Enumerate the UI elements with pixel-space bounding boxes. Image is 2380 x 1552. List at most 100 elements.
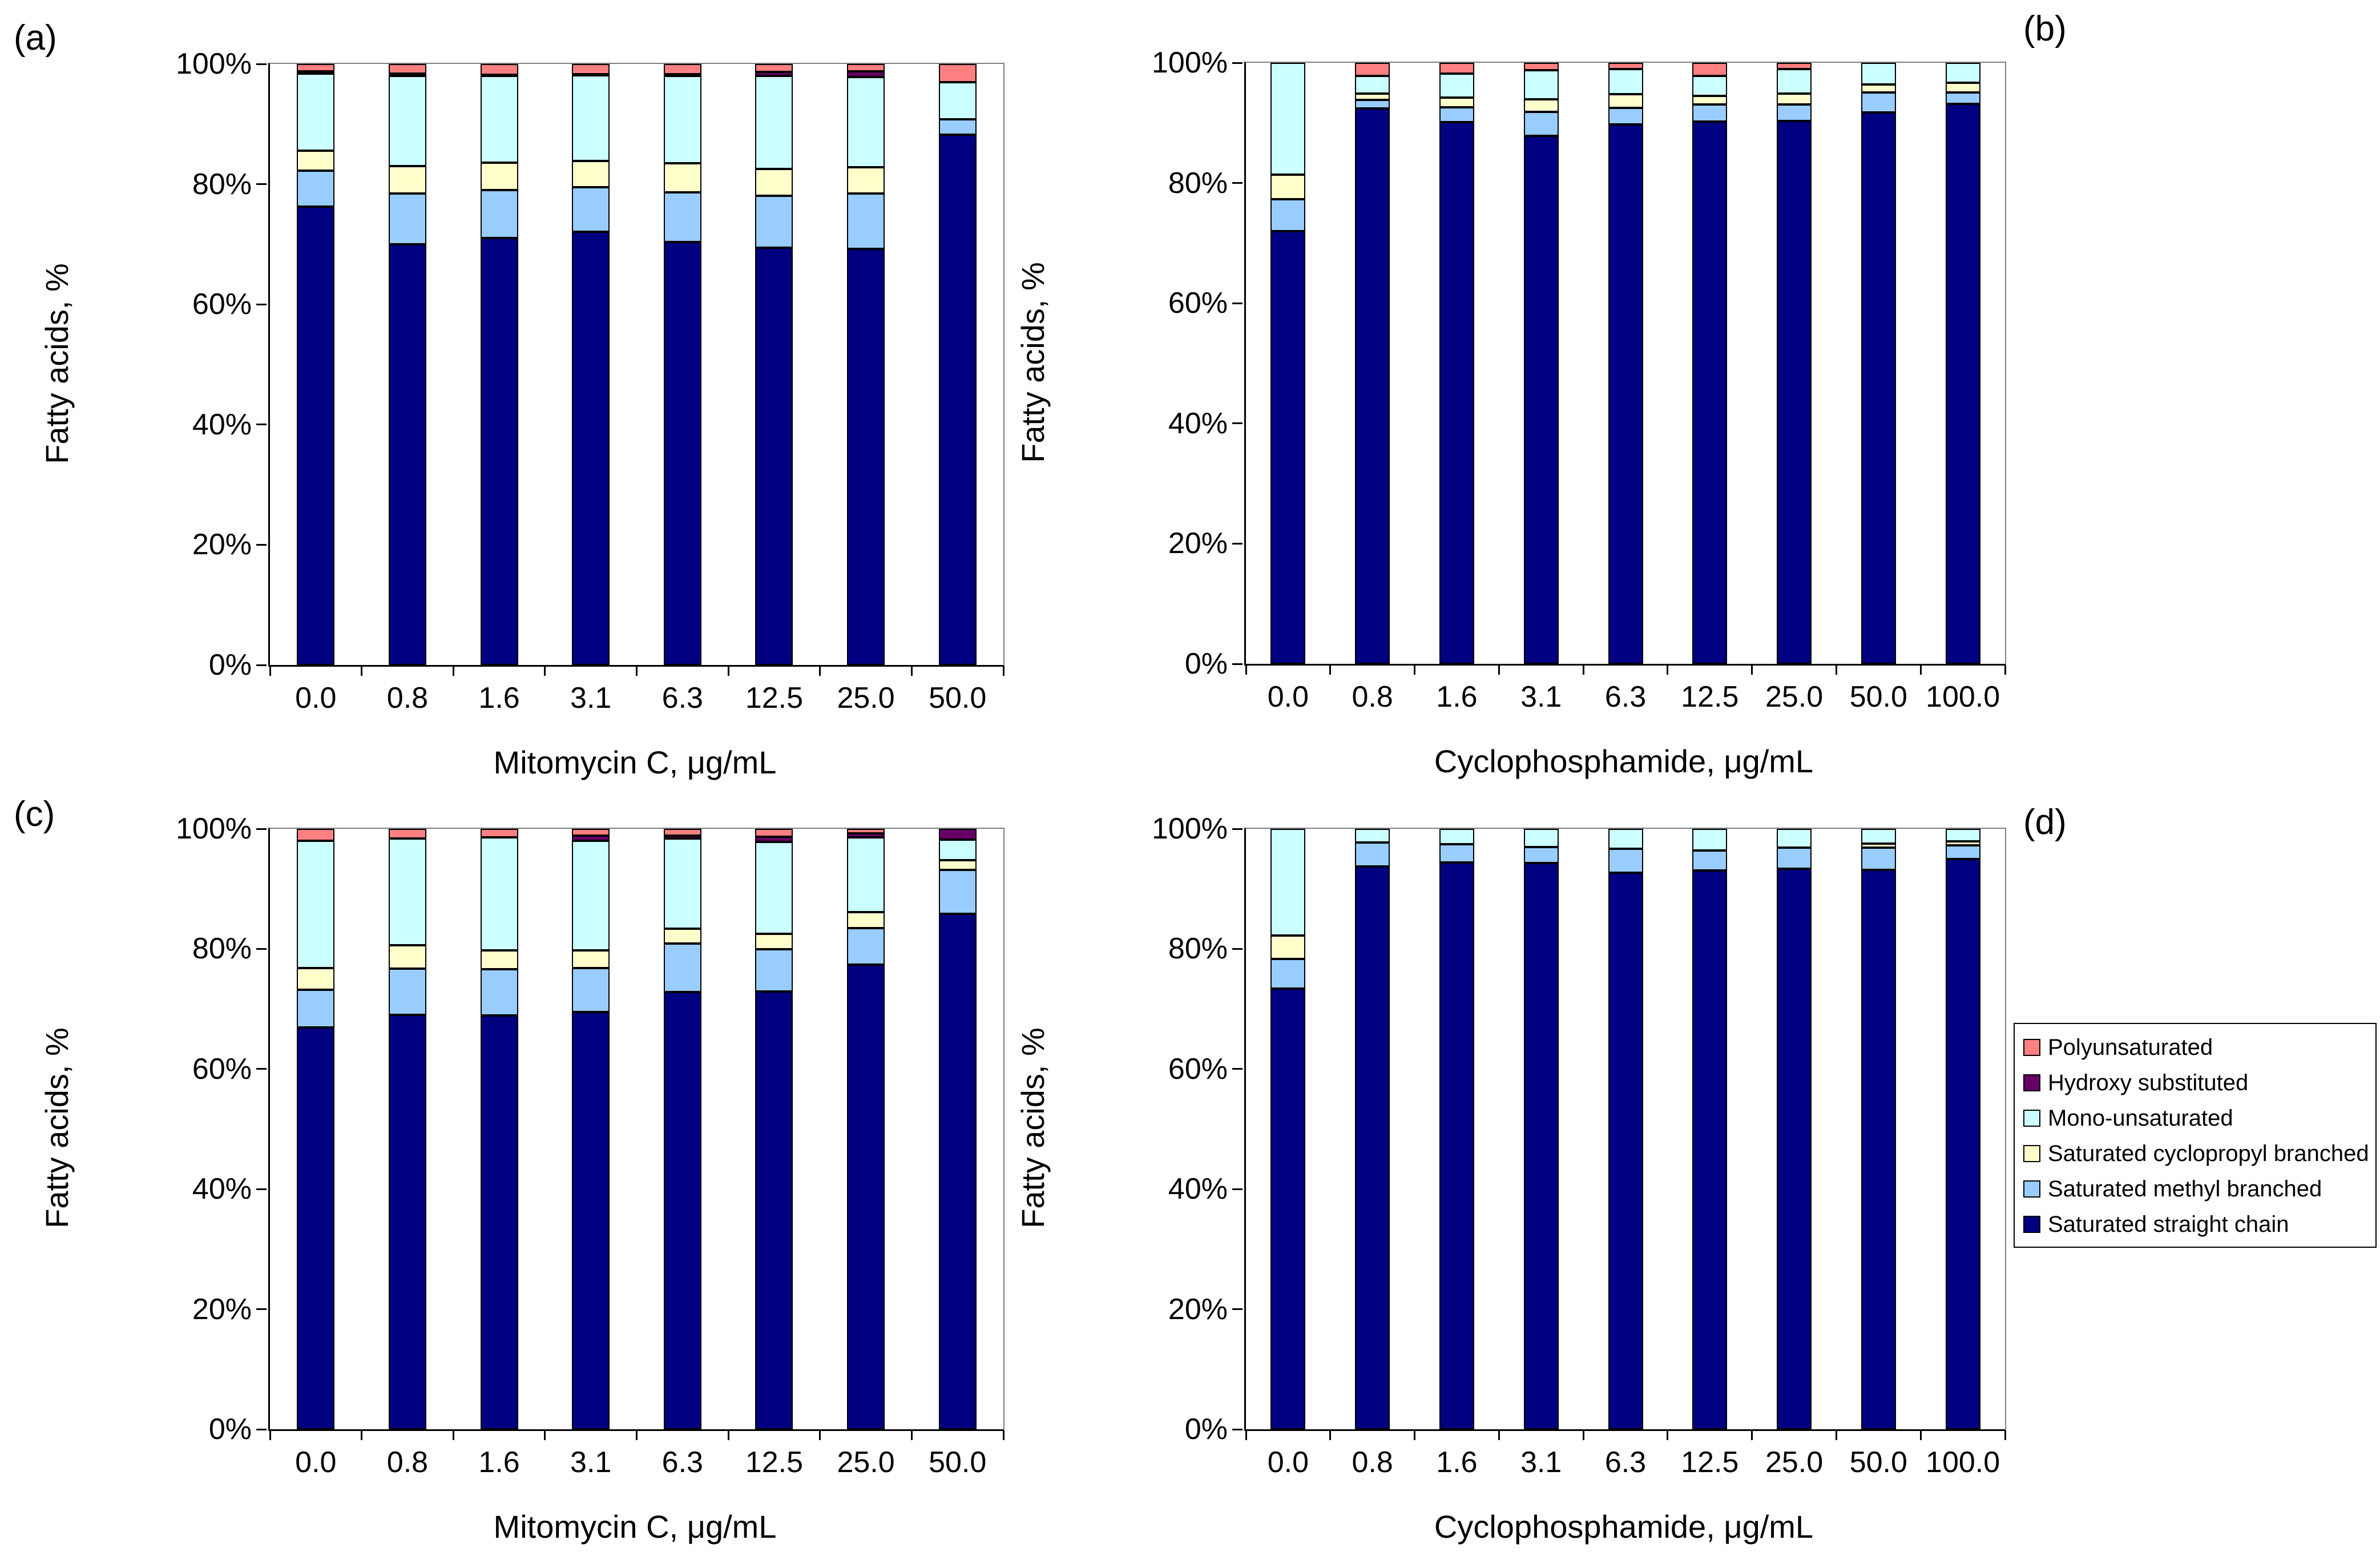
bar-segment-polyunsaturated <box>663 64 701 74</box>
bar-segment-saturated-methyl-branched <box>1692 850 1728 870</box>
bar-segment-saturated-straight-chain <box>1945 103 1980 664</box>
bar-segment-hydroxy-substituted <box>572 835 610 841</box>
bar-segment-saturated-methyl-branched <box>1270 959 1306 989</box>
bar-segment-saturated-cyclopropyl-branched <box>1439 98 1474 107</box>
bar-segment-polyunsaturated <box>572 64 610 74</box>
bar-segment-saturated-cyclopropyl-branched <box>755 934 793 950</box>
x-axis-title: Cyclophosphamide, μg/mL <box>1434 1509 1814 1545</box>
x-axis-tick <box>636 667 638 676</box>
legend-swatch-saturated-methyl-branched <box>2023 1180 2040 1198</box>
bar-segment-saturated-straight-chain <box>755 248 793 665</box>
bar-segment-mono-unsaturated <box>663 76 701 163</box>
x-axis-title: Mitomycin C, μg/mL <box>493 744 777 780</box>
x-axis-tick <box>2004 666 2006 675</box>
bar-segment-saturated-straight-chain <box>847 964 885 1429</box>
bar-segment-saturated-cyclopropyl-branched <box>847 912 885 928</box>
y-tick-label: 40% <box>192 1172 252 1206</box>
y-tick-label: 0% <box>208 1413 252 1446</box>
x-tick-label: 25.0 <box>837 1446 895 1479</box>
bar-segment-saturated-cyclopropyl-branched <box>388 166 426 194</box>
bar-segment-polyunsaturated <box>1692 63 1728 76</box>
bar-segment-saturated-straight-chain <box>572 231 610 665</box>
y-axis-tick <box>1232 1308 1243 1311</box>
x-axis-tick <box>1002 667 1005 676</box>
x-tick-label: 50.0 <box>1849 680 1907 713</box>
x-axis-tick <box>1245 1431 1247 1440</box>
bar-segment-mono-unsaturated <box>1270 829 1306 936</box>
x-axis-tick <box>544 667 546 676</box>
bar-segment-mono-unsaturated <box>1523 829 1559 847</box>
bar-segment-saturated-cyclopropyl-branched <box>1270 174 1306 200</box>
bar-segment-polyunsaturated <box>480 829 518 837</box>
x-axis-tick <box>452 667 454 676</box>
bar-segment-saturated-straight-chain <box>1439 862 1474 1429</box>
x-axis-tick <box>1414 666 1416 675</box>
legend-label: Polyunsaturated <box>2048 1035 2213 1060</box>
bar-segment-mono-unsaturated <box>755 842 793 934</box>
bar-segment-hydroxy-substituted <box>847 833 885 837</box>
bar-segment-polyunsaturated <box>1355 63 1390 76</box>
bar-segment-polyunsaturated <box>388 64 426 74</box>
bar-segment-polyunsaturated <box>480 64 518 75</box>
y-tick-label: 20% <box>192 1292 252 1326</box>
bar-segment-mono-unsaturated <box>1861 63 1896 84</box>
chart-panel-a: 0% 20% 40% 60% 80% 100% 0.0 0.8 1.6 3.1 6.3 12.5 25.… <box>176 49 1005 713</box>
bar-segment-mono-unsaturated <box>388 838 426 946</box>
bar-segment-saturated-straight-chain <box>755 991 793 1429</box>
bar-segment-mono-unsaturated <box>388 76 426 167</box>
x-tick-label: 0.0 <box>1267 680 1309 713</box>
x-tick-label: 6.3 <box>1604 680 1647 713</box>
bar-segment-saturated-methyl-branched <box>572 187 610 232</box>
x-axis-tick <box>1329 1431 1332 1440</box>
y-axis-title: Fatty acids, % <box>39 263 75 464</box>
legend-item: Saturated methyl branched <box>2015 1171 2375 1207</box>
x-axis-tick <box>1751 1431 1753 1440</box>
bar-segment-mono-unsaturated <box>1523 70 1559 100</box>
bar-segment-saturated-methyl-branched <box>297 989 335 1028</box>
bar-segment-polyunsaturated <box>938 64 977 82</box>
bar-segment-saturated-methyl-branched <box>1777 847 1812 869</box>
bar-segment-mono-unsaturated <box>938 82 977 119</box>
bar-segment-polyunsaturated <box>297 829 335 841</box>
chart-panel-b: 0% 20% 40% 60% 80% 100% 0.0 0.8 1.6 3.1 6.3 12.5 25.… <box>1152 48 2006 712</box>
bar-segment-mono-unsaturated <box>1355 829 1390 843</box>
bar-segment-mono-unsaturated <box>1777 829 1812 848</box>
y-axis-tick <box>1232 62 1243 64</box>
bar-segment-mono-unsaturated <box>1608 68 1643 94</box>
x-tick-label: 12.5 <box>745 682 804 715</box>
y-tick-label: 100% <box>1152 812 1228 845</box>
bar-segment-saturated-straight-chain <box>1270 988 1306 1429</box>
y-axis-tick <box>1232 1068 1243 1070</box>
x-tick-label: 0.8 <box>1352 680 1393 713</box>
y-axis-tick <box>1232 542 1243 545</box>
panel-letter-c: (c) <box>14 795 55 834</box>
y-axis-tick <box>1232 422 1243 425</box>
chart-legend: Polyunsaturated Hydroxy substituted Mono-u… <box>2014 1023 2377 1248</box>
y-axis-tick <box>1232 828 1243 830</box>
bar-segment-saturated-cyclopropyl-branched <box>1608 94 1643 108</box>
bar-segment-saturated-cyclopropyl-branched <box>480 162 518 191</box>
y-axis-tick <box>1232 1428 1243 1430</box>
bar-segment-mono-unsaturated <box>1777 68 1812 94</box>
bar-segment-saturated-straight-chain <box>1777 121 1812 664</box>
y-axis-tick <box>1232 948 1243 950</box>
bar-segment-saturated-methyl-branched <box>1777 104 1812 122</box>
bar-segment-saturated-methyl-branched <box>388 969 426 1015</box>
bar-segment-saturated-cyclopropyl-branched <box>388 945 426 969</box>
bar-segment-saturated-straight-chain <box>1355 866 1390 1429</box>
bar-segment-saturated-cyclopropyl-branched <box>1861 84 1896 92</box>
y-tick-label: 60% <box>1168 287 1228 320</box>
y-axis-tick <box>1232 302 1243 304</box>
legend-item: Polyunsaturated <box>2015 1030 2375 1065</box>
panel-letter-d: (d) <box>2023 803 2067 842</box>
bar-segment-saturated-straight-chain <box>297 206 335 665</box>
x-axis-tick <box>1835 666 1837 675</box>
y-axis-tick <box>256 948 267 950</box>
x-tick-label: 0.8 <box>1352 1446 1393 1479</box>
y-tick-label: 0% <box>1184 1413 1228 1446</box>
bar-segment-saturated-straight-chain <box>1608 872 1643 1429</box>
bar-segment-hydroxy-substituted <box>388 73 426 76</box>
y-axis-tick <box>256 303 267 305</box>
x-axis-tick <box>452 1431 454 1440</box>
